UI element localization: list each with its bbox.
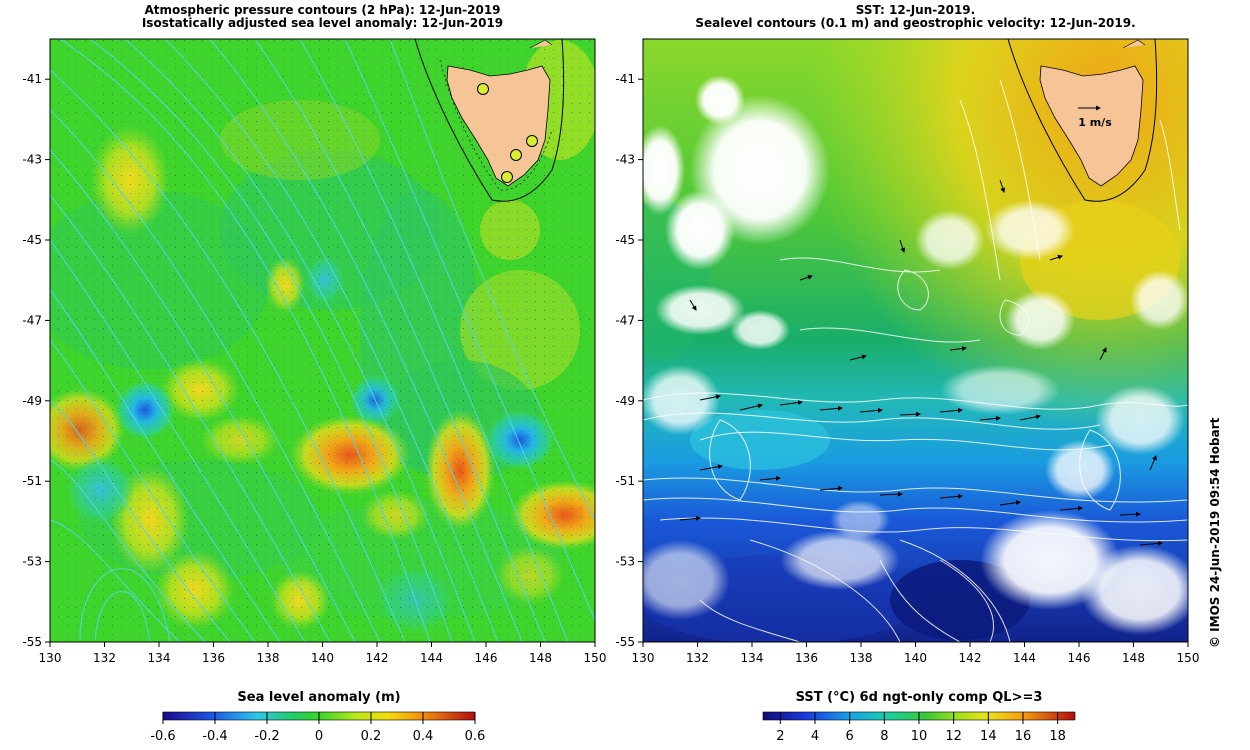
lon-tick-label: 132 xyxy=(93,651,116,665)
colorbar-tick-label: 14 xyxy=(980,729,997,744)
lon-tick-label: 134 xyxy=(741,651,764,665)
tide-gauge-marker xyxy=(526,135,538,147)
lon-tick-label: 138 xyxy=(850,651,873,665)
colorbar-tick-label: 4 xyxy=(811,729,819,744)
sst-colorbar-title: SST (°C) 6d ngt-only comp QL>=3 xyxy=(795,690,1043,705)
map-axes: -41 -43 -45 -47 -49 -51 -53 -55 130 132 134 136 138 1… xyxy=(22,72,1199,665)
colorbar-tick-label: -0.6 xyxy=(150,729,175,744)
imos-credit: © IMOS 24-Jun-2019 09:54 Hobart xyxy=(1208,417,1222,648)
colorbar-tick-label: 0.4 xyxy=(413,729,434,744)
lat-tick-label: -49 xyxy=(22,394,42,408)
lat-tick-label: -53 xyxy=(615,555,635,569)
sla-colorbar-title: Sea level anomaly (m) xyxy=(237,690,401,705)
sea-level-contours xyxy=(643,79,1188,642)
lat-tick-label: -47 xyxy=(615,313,635,327)
lon-tick-label: 148 xyxy=(1122,651,1145,665)
sst-map: 1 m/s xyxy=(643,39,1188,642)
pressure-contours xyxy=(50,39,595,642)
colorbar-tick-label: -0.4 xyxy=(202,729,227,744)
lat-tick-label: -45 xyxy=(22,233,42,247)
lon-tick-label: 142 xyxy=(366,651,389,665)
colorbar-tick-label: 0.6 xyxy=(465,729,486,744)
lat-tick-label: -53 xyxy=(22,555,42,569)
colorbar-tick-label: -0.2 xyxy=(254,729,279,744)
colorbar-tick-label: 2 xyxy=(776,729,784,744)
lon-tick-label: 132 xyxy=(686,651,709,665)
lon-tick-label: 138 xyxy=(257,651,280,665)
tide-gauge-marker xyxy=(477,83,489,95)
colorbar-ticks: -0.6 -0.4 -0.2 0 0.2 0.4 0.6 2 4 6 8 10 12 14 16 18 xyxy=(150,712,1066,744)
lat-tick-label: -41 xyxy=(22,72,42,86)
lon-tick-label: 150 xyxy=(1177,651,1200,665)
tasmania-landmass xyxy=(446,65,551,187)
lat-tick-label: -55 xyxy=(22,635,42,649)
lon-tick-label: 130 xyxy=(632,651,655,665)
left-map-title: Atmospheric pressure contours (2 hPa): 1… xyxy=(50,4,595,30)
lat-tick-label: -55 xyxy=(615,635,635,649)
lon-tick-label: 136 xyxy=(795,651,818,665)
colorbar-tick-label: 16 xyxy=(1015,729,1032,744)
left-title-line2: Isostatically adjusted sea level anomaly… xyxy=(141,16,504,30)
lat-tick-label: -51 xyxy=(615,474,635,488)
lon-tick-label: 144 xyxy=(1013,651,1036,665)
left-title-line1: Atmospheric pressure contours (2 hPa): 1… xyxy=(144,3,501,17)
lon-tick-label: 130 xyxy=(39,651,62,665)
colorbar-tick-label: 6 xyxy=(846,729,854,744)
lat-tick-label: -45 xyxy=(615,233,635,247)
lon-tick-label: 140 xyxy=(311,651,334,665)
colorbar-tick-label: 0 xyxy=(315,729,323,744)
tide-gauge-marker xyxy=(501,171,513,183)
colorbar-tick-label: 0.2 xyxy=(361,729,382,744)
lon-tick-label: 148 xyxy=(529,651,552,665)
cloud-mask xyxy=(643,75,1188,635)
lon-tick-label: 150 xyxy=(584,651,607,665)
right-title-line2: Sealevel contours (0.1 m) and geostrophi… xyxy=(695,16,1136,30)
velocity-arrows xyxy=(679,179,1163,546)
lat-tick-label: -43 xyxy=(22,153,42,167)
lon-tick-label: 142 xyxy=(959,651,982,665)
lon-tick-label: 134 xyxy=(148,651,171,665)
lon-tick-label: 136 xyxy=(202,651,225,665)
lat-tick-label: -41 xyxy=(615,72,635,86)
colorbar-tick-label: 10 xyxy=(911,729,928,744)
colorbar-tick-label: 18 xyxy=(1049,729,1066,744)
right-map-title: SST: 12-Jun-2019. Sealevel contours (0.1… xyxy=(643,4,1188,30)
colorbar-tick-label: 12 xyxy=(945,729,962,744)
tide-gauge-marker xyxy=(510,149,522,161)
lon-tick-label: 146 xyxy=(1068,651,1091,665)
lat-tick-label: -51 xyxy=(22,474,42,488)
scale-arrow-label: 1 m/s xyxy=(1078,116,1112,129)
sea-level-anomaly-map xyxy=(50,39,595,642)
lat-tick-label: -43 xyxy=(615,153,635,167)
colorbar-tick-label: 8 xyxy=(880,729,888,744)
lat-tick-label: -49 xyxy=(615,394,635,408)
right-title-line1: SST: 12-Jun-2019. xyxy=(855,3,976,17)
tasmania-landmass xyxy=(1039,65,1144,187)
lon-tick-label: 144 xyxy=(420,651,443,665)
lat-tick-label: -47 xyxy=(22,313,42,327)
lon-tick-label: 146 xyxy=(475,651,498,665)
lon-tick-label: 140 xyxy=(904,651,927,665)
